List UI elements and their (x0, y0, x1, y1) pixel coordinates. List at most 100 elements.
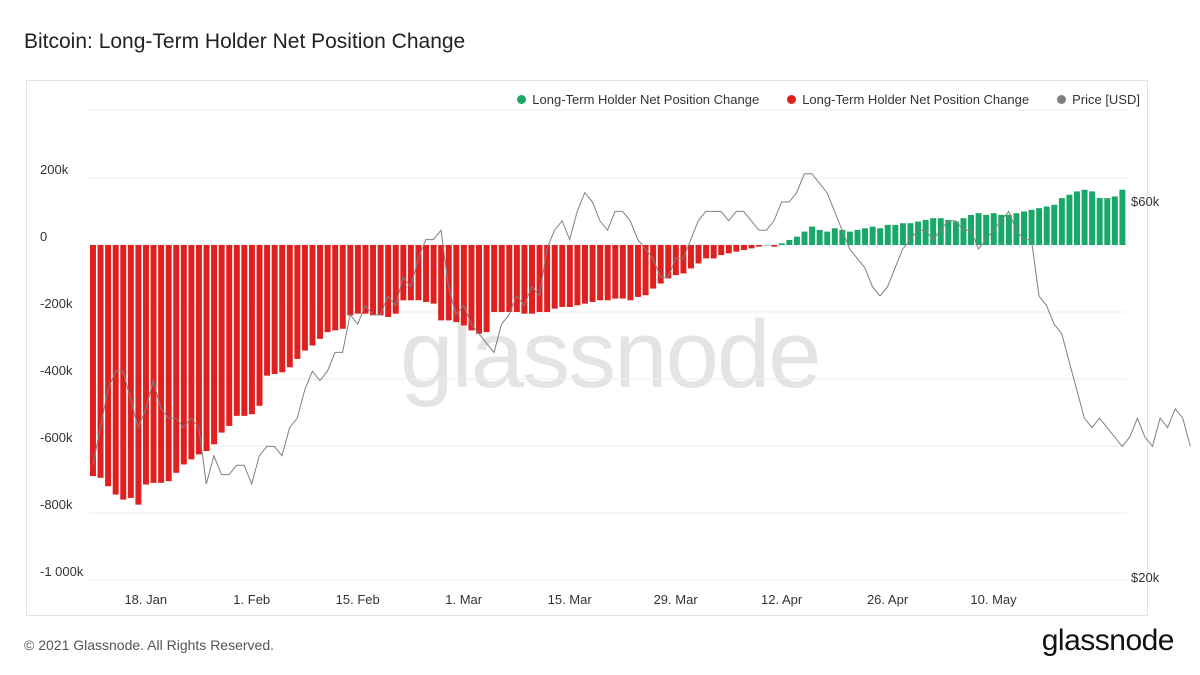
bar (718, 245, 725, 256)
glassnode-logo[interactable]: glassnode (1041, 624, 1175, 657)
x-tick-label: 10. May (970, 592, 1017, 607)
bar (347, 245, 354, 316)
bar (188, 245, 195, 460)
bar (226, 245, 233, 426)
bar (854, 229, 861, 245)
bar (423, 245, 430, 302)
bar (877, 228, 884, 245)
bar (597, 245, 604, 301)
bar (1111, 196, 1118, 245)
bar (589, 245, 596, 302)
copyright-text: © 2021 Glassnode. All Rights Reserved. (24, 637, 275, 653)
y-left-tick-label: -800k (40, 497, 73, 512)
bar (173, 245, 180, 473)
bar (786, 239, 793, 245)
bar (332, 245, 339, 331)
legend-label-red: Long-Term Holder Net Position Change (802, 92, 1030, 107)
bar (771, 245, 778, 247)
bar (642, 245, 649, 296)
bar (990, 213, 997, 245)
bar (809, 226, 816, 245)
bar (385, 245, 392, 318)
legend-item-green[interactable]: Long-Term Holder Net Position Change (517, 92, 759, 107)
bar (1058, 198, 1065, 245)
bar (1119, 189, 1126, 245)
bar (460, 245, 467, 326)
bar (211, 245, 218, 445)
y-right-tick-label: $20k (1131, 570, 1160, 585)
bar (566, 245, 573, 307)
y-left-tick-label: -200k (40, 296, 73, 311)
legend-dot-green-icon (517, 95, 527, 104)
bar (362, 245, 369, 314)
bar (680, 245, 687, 274)
bar (309, 245, 316, 346)
bar (740, 245, 747, 251)
bar (1043, 206, 1050, 245)
legend-dot-red-icon (787, 95, 797, 104)
bar (294, 245, 301, 359)
bar (672, 245, 679, 276)
bar (930, 218, 937, 245)
bar (801, 231, 808, 245)
bar (264, 245, 271, 376)
bar (536, 245, 543, 312)
bar (279, 245, 286, 373)
bar (907, 223, 914, 245)
x-tick-label: 1. Feb (233, 592, 270, 607)
bar (233, 245, 240, 416)
legend-item-price[interactable]: Price [USD] (1057, 92, 1140, 107)
bar (763, 245, 770, 246)
bar (619, 245, 626, 299)
bar (884, 224, 891, 245)
bar (892, 224, 899, 245)
bar (650, 245, 657, 289)
legend-item-red[interactable]: Long-Term Holder Net Position Change (787, 92, 1029, 107)
bar (195, 245, 202, 455)
y-left-tick-label: 0 (40, 229, 47, 244)
bar (839, 229, 846, 245)
bar (241, 245, 248, 416)
bar (1104, 198, 1111, 245)
chart-title: Bitcoin: Long-Term Holder Net Position C… (24, 30, 466, 53)
bar (498, 245, 505, 312)
bar (1021, 211, 1027, 245)
y-left-tick-label: -400k (40, 363, 73, 378)
bar (468, 245, 475, 331)
bar (438, 245, 445, 321)
bar (491, 245, 498, 312)
bar (158, 245, 165, 483)
bar (665, 245, 672, 279)
bar (248, 245, 255, 415)
bar (127, 245, 134, 498)
bar (407, 245, 414, 301)
bar (915, 221, 922, 245)
bar (1081, 189, 1088, 245)
bar (544, 245, 551, 312)
bar (998, 214, 1005, 245)
bar (869, 226, 876, 245)
bar (695, 245, 702, 264)
bar (521, 245, 528, 314)
legend-label-green: Long-Term Holder Net Position Change (532, 92, 760, 107)
bar (392, 245, 399, 314)
bar (975, 213, 982, 245)
bar (1005, 214, 1012, 245)
bar (370, 245, 377, 316)
bar (816, 229, 823, 245)
bar (657, 245, 664, 284)
bar (952, 221, 959, 245)
bar (1028, 209, 1035, 245)
bar (725, 245, 732, 254)
x-tick-label: 15. Mar (548, 592, 593, 607)
bar (960, 218, 967, 245)
bar (559, 245, 566, 307)
x-tick-label: 1. Mar (445, 592, 483, 607)
price-line (92, 173, 1191, 486)
bar (256, 245, 263, 406)
legend-label-price: Price [USD] (1072, 92, 1140, 107)
bar (945, 219, 952, 245)
x-tick-label: 12. Apr (761, 592, 803, 607)
bar (831, 228, 838, 245)
x-tick-label: 29. Mar (654, 592, 699, 607)
